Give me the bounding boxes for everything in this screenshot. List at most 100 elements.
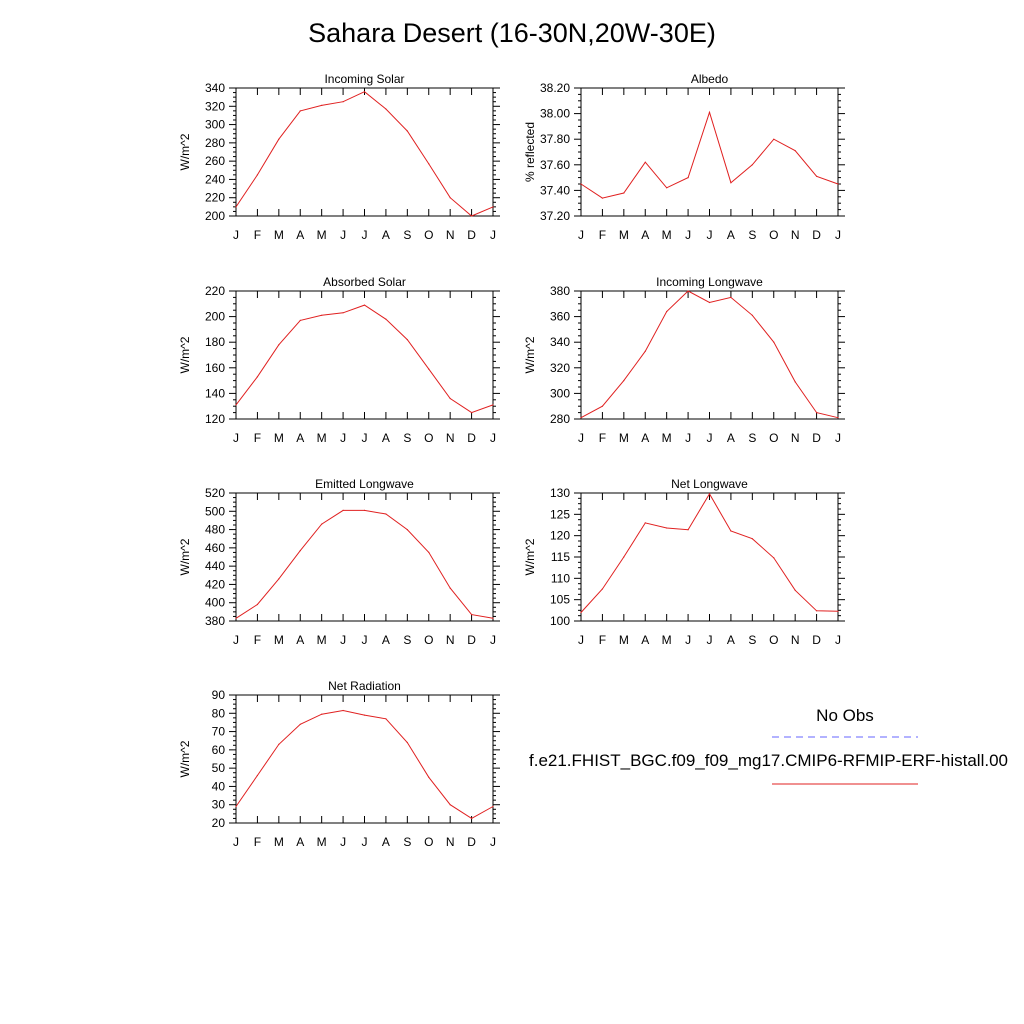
data-point (687, 290, 689, 292)
x-tick-label: D (467, 835, 476, 849)
y-tick-label: 420 (205, 577, 225, 591)
page-title: Sahara Desert (16-30N,20W-30E) (308, 18, 716, 48)
x-tick-label: J (362, 228, 368, 242)
legend: No Obs f.e21.FHIST_BGC.f09_f09_mg17.CMIP… (529, 706, 1008, 785)
data-point (235, 206, 237, 208)
data-point (816, 175, 818, 177)
data-point (687, 529, 689, 531)
x-tick-label: A (382, 835, 390, 849)
x-tick-label: J (362, 835, 368, 849)
legend-obs-label: No Obs (816, 706, 874, 725)
y-tick-label: 520 (205, 486, 225, 500)
x-tick-label: A (382, 633, 390, 647)
y-tick-label: 50 (212, 761, 226, 775)
x-tick-label: M (274, 431, 284, 445)
y-tick-label: 440 (205, 559, 225, 573)
data-point (794, 589, 796, 591)
panel-title: Net Longwave (671, 477, 748, 491)
plot-frame (580, 492, 839, 622)
x-tick-label: O (424, 431, 433, 445)
data-point (687, 177, 689, 179)
y-tick-label: 105 (550, 593, 570, 607)
y-tick-label: 480 (205, 523, 225, 537)
data-point (299, 110, 301, 112)
data-point (816, 610, 818, 612)
y-tick-label: 340 (205, 81, 225, 95)
x-tick-label: O (424, 228, 433, 242)
x-tick-label: N (446, 228, 455, 242)
data-point (321, 314, 323, 316)
x-tick-label: O (424, 835, 433, 849)
x-tick-label: J (340, 633, 346, 647)
data-point (794, 150, 796, 152)
x-tick-label: F (254, 431, 261, 445)
x-tick-label: M (317, 431, 327, 445)
data-point (342, 509, 344, 511)
x-tick-label: F (254, 835, 261, 849)
panel-title: Incoming Solar (324, 72, 404, 86)
x-tick-label: S (403, 228, 411, 242)
y-tick-label: 37.20 (540, 209, 570, 223)
y-tick-label: 120 (205, 412, 225, 426)
data-point (449, 804, 451, 806)
data-point (816, 412, 818, 414)
x-tick-label: S (403, 835, 411, 849)
data-point (837, 610, 839, 612)
panel-title: Albedo (691, 72, 729, 86)
x-tick-label: M (274, 633, 284, 647)
data-point (751, 538, 753, 540)
data-point (623, 380, 625, 382)
data-point (730, 182, 732, 184)
y-tick-label: 300 (205, 118, 225, 132)
y-tick-label: 140 (205, 386, 225, 400)
y-tick-label: 300 (550, 386, 570, 400)
x-tick-label: J (578, 633, 584, 647)
y-tick-label: 130 (550, 486, 570, 500)
panel-title: Net Radiation (328, 679, 401, 693)
data-point (256, 174, 258, 176)
data-point (708, 111, 711, 113)
data-point (773, 341, 775, 343)
data-point (449, 397, 451, 400)
x-tick-label: M (662, 228, 672, 242)
x-tick-label: J (362, 633, 368, 647)
x-tick-label: J (578, 431, 584, 445)
y-tick-label: 125 (550, 507, 570, 521)
data-point (256, 603, 258, 606)
x-tick-label: F (599, 228, 606, 242)
y-axis-label: W/m^2 (178, 336, 192, 373)
data-point (342, 101, 344, 103)
data-point (666, 527, 668, 529)
y-tick-label: 20 (212, 816, 226, 830)
data-point (601, 588, 604, 590)
data-point (385, 108, 387, 110)
y-axis-label: % reflected (523, 122, 537, 182)
x-tick-label: S (748, 633, 756, 647)
y-tick-label: 360 (550, 310, 570, 324)
y-tick-label: 70 (212, 725, 226, 739)
x-tick-label: N (446, 431, 455, 445)
data-point (751, 164, 753, 166)
data-point (385, 318, 387, 320)
series-line (580, 290, 839, 419)
data-point (321, 523, 323, 525)
series-line (235, 91, 494, 217)
data-point (406, 741, 408, 744)
y-tick-label: 320 (550, 361, 570, 375)
data-point (428, 368, 430, 370)
x-tick-label: J (340, 228, 346, 242)
x-tick-label: J (835, 633, 841, 647)
data-point (623, 192, 625, 194)
x-tick-label: M (274, 835, 284, 849)
y-tick-label: 200 (205, 310, 225, 324)
data-point (708, 301, 711, 304)
x-tick-label: N (446, 633, 455, 647)
plot-frame (235, 694, 494, 824)
x-tick-label: J (233, 835, 239, 849)
x-tick-label: J (707, 228, 713, 242)
x-tick-label: J (340, 431, 346, 445)
data-point (342, 312, 344, 314)
